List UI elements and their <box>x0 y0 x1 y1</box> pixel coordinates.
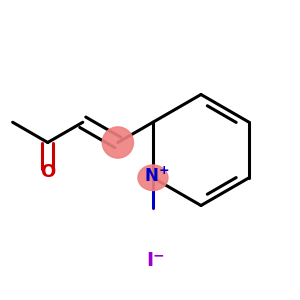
Ellipse shape <box>138 165 168 190</box>
Text: −: − <box>153 249 164 262</box>
Circle shape <box>102 127 134 158</box>
Text: I: I <box>146 251 154 271</box>
Text: O: O <box>40 163 55 181</box>
Text: +: + <box>159 164 169 177</box>
Text: N: N <box>145 167 158 185</box>
